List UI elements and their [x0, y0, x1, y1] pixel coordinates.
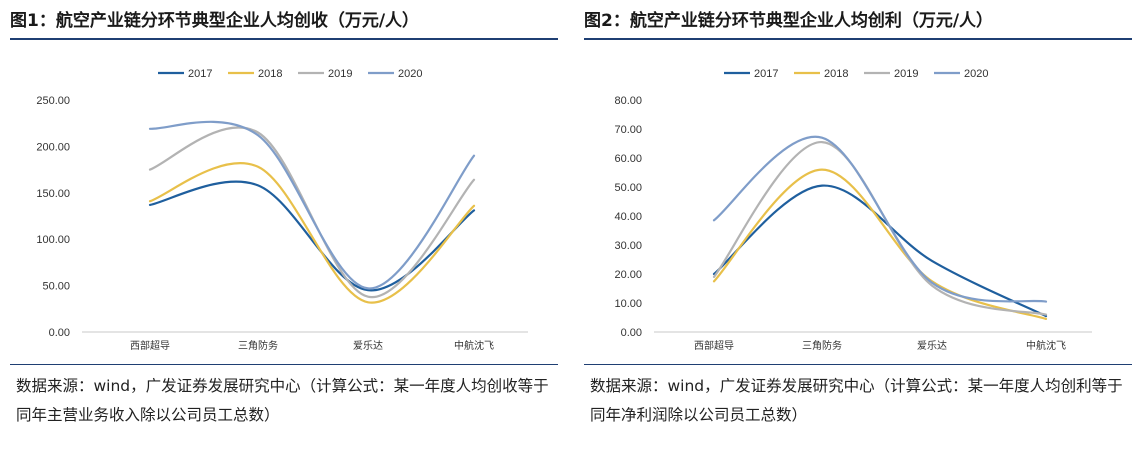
y-tick-label: 40.00	[614, 211, 642, 223]
y-tick-label: 10.00	[614, 298, 642, 310]
chart-panel-profit: 图2：航空产业链分环节典型企业人均创利（万元/人） 2017 2018 2019 20…	[584, 0, 1132, 469]
x-axis: 西部超导 三角防务 爱乐达 中航沈飞	[694, 339, 1066, 352]
x-tick-label: 三角防务	[802, 339, 842, 352]
y-tick-label: 250.00	[36, 95, 70, 107]
series-line-2020	[712, 135, 1048, 303]
y-axis: 0.00 10.00 20.00 30.00 40.00 50.00 60.00 70.00 8…	[614, 95, 642, 339]
y-tick-label: 0.00	[621, 327, 642, 339]
x-tick-label: 中航沈飞	[454, 339, 494, 352]
legend: 2017 2018 2019 2020	[158, 68, 422, 80]
y-tick-label: 0.00	[49, 327, 70, 339]
legend-label-2018: 2018	[824, 68, 848, 80]
legend-label-2020: 2020	[964, 68, 988, 80]
legend-label-2020: 2020	[398, 68, 422, 80]
legend-label-2017: 2017	[754, 68, 778, 80]
title-rule	[584, 38, 1132, 40]
x-tick-label: 三角防务	[238, 339, 278, 352]
y-tick-label: 150.00	[36, 188, 70, 200]
line-chart-profit: 2017 2018 2019 2020 0.00 10.00 20.00 30.00 40.00…	[614, 68, 1092, 352]
y-tick-label: 60.00	[614, 153, 642, 165]
title-rule	[10, 38, 558, 40]
series-lines	[148, 120, 476, 304]
figure-title: 图1：航空产业链分环节典型企业人均创收（万元/人）	[10, 11, 420, 31]
y-tick-label: 200.00	[36, 141, 70, 153]
legend-label-2017: 2017	[188, 68, 212, 80]
legend-label-2019: 2019	[328, 68, 352, 80]
y-tick-label: 20.00	[614, 269, 642, 281]
series-line-2019	[148, 126, 476, 298]
figure-title: 图2：航空产业链分环节典型企业人均创利（万元/人）	[584, 11, 994, 31]
source-rule	[10, 364, 558, 365]
series-line-2017	[712, 184, 1048, 318]
x-tick-label: 西部超导	[694, 339, 734, 352]
series-line-2020	[148, 120, 476, 290]
source-rule	[584, 364, 1132, 365]
legend: 2017 2018 2019 2020	[724, 68, 988, 80]
y-tick-label: 50.00	[614, 182, 642, 194]
x-tick-label: 中航沈飞	[1026, 339, 1066, 352]
legend-label-2019: 2019	[894, 68, 918, 80]
chart-panel-revenue: 图1：航空产业链分环节典型企业人均创收（万元/人） 2017 2018 2019 20…	[10, 0, 558, 469]
y-tick-label: 50.00	[42, 281, 70, 293]
legend-label-2018: 2018	[258, 68, 282, 80]
x-tick-label: 爱乐达	[353, 339, 383, 352]
y-tick-label: 70.00	[614, 124, 642, 136]
y-tick-label: 30.00	[614, 240, 642, 252]
y-tick-label: 100.00	[36, 234, 70, 246]
y-tick-label: 80.00	[614, 95, 642, 107]
series-line-2018	[148, 162, 476, 304]
source-note: 数据来源：wind，广发证券发展研究中心（计算公式：某一年度人均创收等于同年主营…	[16, 377, 549, 424]
series-line-2018	[712, 168, 1048, 320]
y-axis: 0.00 50.00 100.00 150.00 200.00 250.00	[36, 95, 70, 339]
x-tick-label: 爱乐达	[917, 339, 947, 352]
source-note: 数据来源：wind，广发证券发展研究中心（计算公式：某一年度人均创利等于同年净利…	[590, 377, 1123, 424]
series-lines	[712, 135, 1048, 320]
line-chart-revenue: 2017 2018 2019 2020 0.00 50.00 100.00 150.00 200…	[36, 68, 528, 352]
x-axis: 西部超导 三角防务 爱乐达 中航沈飞	[130, 339, 494, 352]
x-tick-label: 西部超导	[130, 339, 170, 352]
